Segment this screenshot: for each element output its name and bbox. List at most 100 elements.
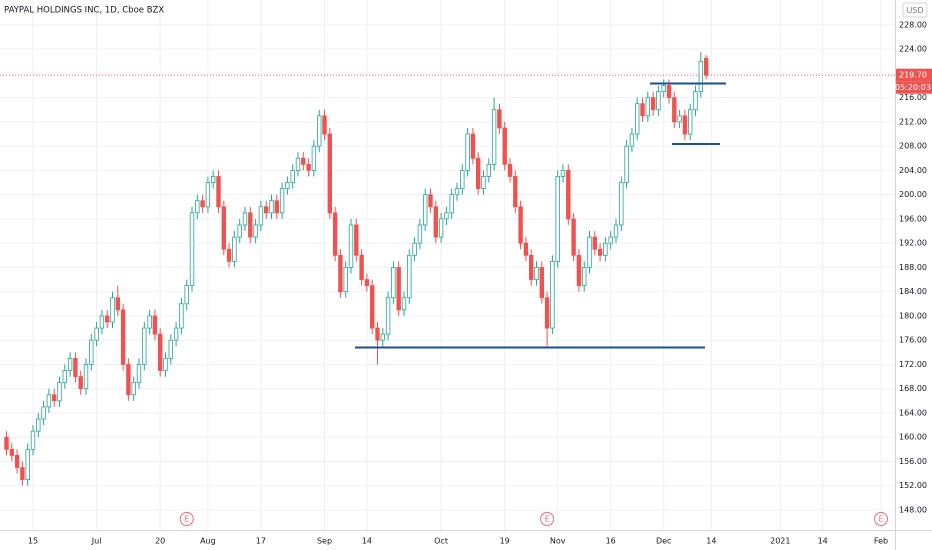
candle-body — [46, 394, 52, 408]
candle-body — [25, 448, 30, 481]
candle-body — [83, 364, 89, 390]
y-tick-label: 216.00 — [899, 93, 927, 102]
y-tick-label: 180.00 — [899, 311, 927, 320]
candle-body — [36, 418, 41, 432]
earnings-marker — [540, 512, 555, 526]
candle-body — [142, 327, 147, 365]
candle-body — [576, 254, 582, 287]
y-tick-label: 168.00 — [899, 384, 927, 393]
candle-body — [285, 182, 290, 189]
candle-body — [41, 406, 46, 420]
candle-body — [221, 206, 226, 250]
candle-body — [369, 285, 375, 329]
candle-body — [619, 182, 624, 226]
y-tick-label: 176.00 — [899, 336, 927, 345]
countdown: 05:20:03 — [895, 83, 931, 92]
candle-body — [295, 157, 301, 171]
y-tick-label: 164.00 — [899, 408, 927, 417]
candle-body — [168, 339, 173, 359]
candle-body — [635, 103, 640, 135]
earnings-marker — [179, 512, 194, 526]
candle-body — [306, 163, 311, 171]
candle-body — [550, 260, 555, 329]
candle-body — [502, 127, 507, 165]
x-tick-label: 2021 — [770, 537, 790, 546]
candle-body — [20, 467, 25, 481]
y-tick-label: 184.00 — [899, 287, 927, 296]
y-tick-label: 188.00 — [899, 263, 927, 272]
candle-body — [4, 436, 9, 450]
candle-body — [629, 133, 635, 147]
y-tick-label: 228.00 — [899, 20, 927, 29]
y-tick-label: 196.00 — [899, 214, 927, 223]
candle-body — [216, 176, 221, 208]
x-tick-label: Jul — [91, 537, 102, 546]
candle-body — [529, 254, 534, 280]
candle-body — [263, 206, 269, 214]
candle-body — [650, 97, 656, 111]
candle-body — [189, 212, 195, 287]
x-tick-label: Sep — [317, 537, 332, 546]
candle-body — [115, 297, 120, 311]
y-tick-label: 208.00 — [899, 142, 927, 151]
candle-body — [682, 115, 688, 135]
x-tick-label: 14 — [706, 537, 716, 546]
candle-body — [269, 200, 274, 214]
currency-box — [902, 2, 928, 18]
candle-body — [666, 85, 672, 99]
candle-body — [656, 91, 661, 111]
candle-body — [163, 357, 168, 371]
x-tick-label: Oct — [434, 537, 448, 546]
earnings-label: E — [545, 515, 550, 524]
candle-body — [258, 206, 264, 226]
candle-body — [78, 376, 83, 390]
candle-body — [359, 254, 364, 280]
currency: USD — [906, 6, 923, 15]
candle-body — [672, 97, 677, 123]
candles — [4, 52, 709, 486]
candle-body — [348, 224, 354, 268]
candle-body — [67, 357, 73, 371]
candle-body — [120, 309, 126, 365]
candle-body — [417, 224, 423, 244]
candle-body — [603, 242, 608, 256]
candle-body — [422, 194, 428, 226]
candle-body — [152, 315, 158, 335]
candle-body — [279, 188, 285, 214]
candle-body — [14, 455, 20, 468]
candle-body — [110, 297, 115, 323]
last-price-label: 219.70 — [899, 71, 927, 80]
candle-body — [460, 170, 465, 189]
candle-body — [465, 133, 470, 171]
candle-body — [544, 297, 550, 329]
candle-body — [438, 218, 444, 238]
earnings-marker — [874, 512, 888, 526]
x-tick-label: 14 — [362, 537, 372, 546]
candle-body — [237, 224, 242, 238]
last-price-badge — [896, 68, 932, 82]
x-tick-label: 17 — [256, 537, 266, 546]
candle-body — [497, 109, 502, 129]
x-tick-label: 15 — [28, 537, 38, 546]
candle-body — [242, 212, 248, 226]
countdown-badge — [896, 81, 932, 94]
candle-body — [73, 357, 78, 377]
candle-body — [147, 315, 152, 329]
candle-body — [327, 133, 332, 214]
candle-body — [343, 267, 348, 293]
candle-body — [226, 248, 232, 262]
candle-body — [401, 297, 407, 311]
candle-body — [232, 236, 237, 262]
candle-body — [9, 448, 14, 456]
candle-body — [688, 109, 693, 135]
candle-body — [290, 170, 295, 183]
candle-body — [179, 303, 184, 329]
candle-body — [571, 218, 576, 256]
candle-body — [126, 364, 131, 396]
candle-body — [364, 279, 370, 287]
candle-body — [391, 267, 396, 299]
y-tick-label: 200.00 — [899, 190, 927, 199]
y-tick-label: 224.00 — [899, 45, 927, 54]
